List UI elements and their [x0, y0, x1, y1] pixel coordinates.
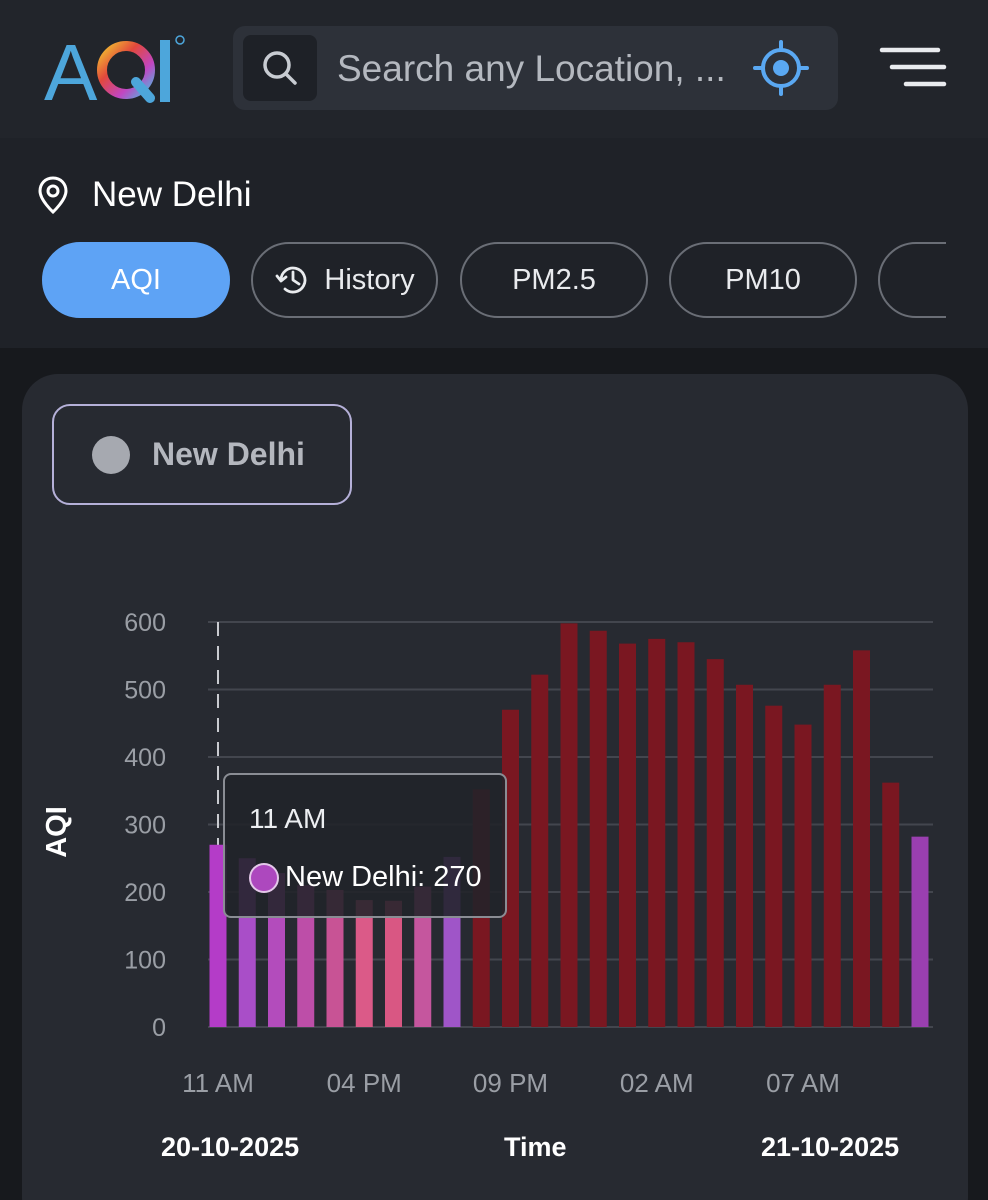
map-pin-icon	[38, 176, 68, 215]
tab-more[interactable]	[878, 242, 946, 318]
top-bar: A Search any Location, ...	[0, 0, 988, 138]
tab-label: PM10	[725, 263, 801, 296]
bar[interactable]	[853, 650, 870, 1027]
aqi-logo[interactable]: A	[44, 32, 189, 104]
tab-label: AQI	[111, 263, 161, 296]
bar[interactable]	[911, 836, 929, 1027]
location-row: New Delhi	[36, 170, 252, 220]
location-name: New Delhi	[92, 175, 252, 214]
bar[interactable]	[677, 642, 695, 1027]
bar[interactable]	[531, 674, 549, 1027]
bar[interactable]	[209, 844, 227, 1027]
bar[interactable]	[414, 886, 432, 1027]
bar[interactable]	[385, 900, 402, 1027]
tab-aqi[interactable]: AQI	[42, 242, 230, 318]
chart-tooltip: 11 AM New Delhi: 270	[223, 773, 507, 918]
bar[interactable]	[560, 623, 578, 1027]
tab-label: History	[324, 263, 415, 296]
bar[interactable]	[619, 643, 636, 1027]
search-input[interactable]: Search any Location, ...	[337, 48, 726, 89]
tab-label: PM2.5	[512, 263, 596, 296]
locate-icon	[753, 40, 809, 96]
tooltip-value-row: New Delhi: 270	[249, 861, 482, 894]
tooltip-value: New Delhi: 270	[285, 861, 482, 893]
bar[interactable]	[765, 705, 783, 1027]
x-axis-title: Time	[504, 1132, 567, 1162]
date-start-label: 20-10-2025	[161, 1132, 300, 1162]
locate-button[interactable]	[753, 40, 809, 96]
legend-toggle-new-delhi[interactable]: New Delhi	[52, 404, 352, 505]
bar[interactable]	[355, 900, 373, 1027]
legend-label: New Delhi	[152, 436, 305, 472]
bar[interactable]	[794, 724, 812, 1027]
bar[interactable]	[589, 630, 607, 1027]
tooltip-swatch	[249, 862, 279, 893]
bar[interactable]	[736, 684, 753, 1027]
metric-tabs: AQI History PM2.5 PM10	[42, 242, 946, 318]
date-end-label: 21-10-2025	[761, 1132, 900, 1162]
search-bar[interactable]: Search any Location, ...	[233, 26, 838, 110]
tab-pm25[interactable]: PM2.5	[460, 242, 648, 318]
menu-icon[interactable]	[878, 40, 948, 96]
tab-history[interactable]: History	[251, 242, 438, 318]
bar[interactable]	[326, 889, 344, 1027]
search-icon	[263, 51, 297, 85]
legend-swatch	[92, 435, 130, 474]
svg-text:A: A	[44, 32, 98, 104]
bar[interactable]	[297, 885, 315, 1027]
bar[interactable]	[823, 684, 841, 1027]
tooltip-time: 11 AM	[249, 803, 327, 834]
search-button[interactable]	[243, 35, 317, 101]
tab-pm10[interactable]: PM10	[669, 242, 857, 318]
bar[interactable]	[648, 638, 666, 1027]
bar[interactable]	[706, 659, 724, 1027]
history-icon	[275, 266, 307, 294]
bar[interactable]	[882, 782, 900, 1027]
